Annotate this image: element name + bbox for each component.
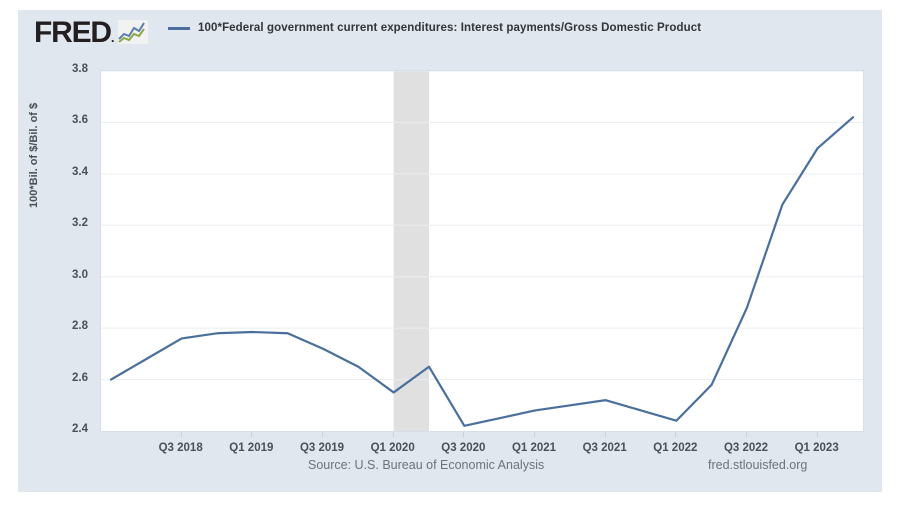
x-axis-tick-label: Q1 2023 — [794, 442, 839, 454]
x-axis-tick-label: Q1 2020 — [370, 442, 415, 454]
y-axis-tick-label: 2.6 — [72, 371, 88, 384]
y-axis-tick-label: 2.4 — [72, 423, 88, 435]
x-axis-tick-mark — [180, 431, 182, 437]
y-axis-tick-label: 3.0 — [72, 268, 88, 281]
x-axis-tick-label: Q3 2018 — [158, 442, 203, 454]
x-axis-tick-label: Q3 2021 — [582, 442, 627, 454]
x-axis-tick-mark — [675, 431, 677, 437]
y-axis-label: 100*Bil. of $/Bil. of $ — [28, 102, 40, 208]
y-axis-tick-label: 3.4 — [72, 165, 88, 178]
x-axis-tick-mark — [816, 431, 818, 437]
legend-series-label: 100*Federal government current expenditu… — [198, 22, 702, 34]
x-axis-tick-mark — [322, 431, 323, 437]
x-axis-tick-label: Q1 2021 — [511, 442, 557, 454]
x-axis-tick-mark — [604, 431, 606, 437]
x-axis-tick-label: Q3 2022 — [723, 442, 769, 454]
recession-band — [393, 71, 429, 431]
x-axis-tick-label: Q1 2022 — [653, 442, 698, 454]
legend-color-swatch — [168, 26, 190, 30]
y-axis-tick-label: 3.2 — [72, 217, 88, 230]
chart-panel: FRED. 100*Federal government current exp… — [18, 10, 882, 492]
x-axis-tick-mark — [392, 431, 394, 437]
x-axis-tick-label: Q3 2020 — [441, 442, 486, 454]
fred-site-link[interactable]: fred.stlouisfed.org — [708, 458, 808, 472]
x-axis-tick-label: Q1 2019 — [229, 442, 274, 454]
plot-area: 100*Bil. of $/Bil. of $ 2.4 2.6 2.8 3.0 3.2 3… — [18, 58, 882, 454]
chart-footer: Source: U.S. Bureau of Economic Analysis… — [18, 455, 882, 485]
x-axis-tick-mark — [746, 431, 747, 437]
x-axis-tick-mark — [463, 431, 465, 437]
x-axis-tick-mark — [534, 431, 535, 437]
chart-header: FRED. 100*Federal government current exp… — [18, 10, 882, 58]
chart-legend: 100*Federal government current expenditu… — [168, 22, 701, 34]
y-axis-tick-label: 3.8 — [72, 63, 88, 75]
x-axis-tick-mark — [251, 431, 253, 437]
y-axis-tick-label: 2.8 — [72, 320, 88, 333]
y-axis-tick-label: 3.6 — [72, 114, 88, 127]
fred-logo[interactable]: FRED. — [34, 16, 115, 53]
source-note: Source: U.S. Bureau of Economic Analysis — [308, 458, 545, 472]
data-line — [109, 116, 855, 427]
chart-svg — [101, 70, 863, 431]
fred-logo-dot: . — [110, 30, 115, 45]
fred-logo-text: FRED — [34, 16, 112, 49]
x-axis-tick-label: Q3 2019 — [299, 442, 345, 454]
sparkline-icon — [118, 20, 148, 44]
chart-canvas — [100, 70, 864, 432]
